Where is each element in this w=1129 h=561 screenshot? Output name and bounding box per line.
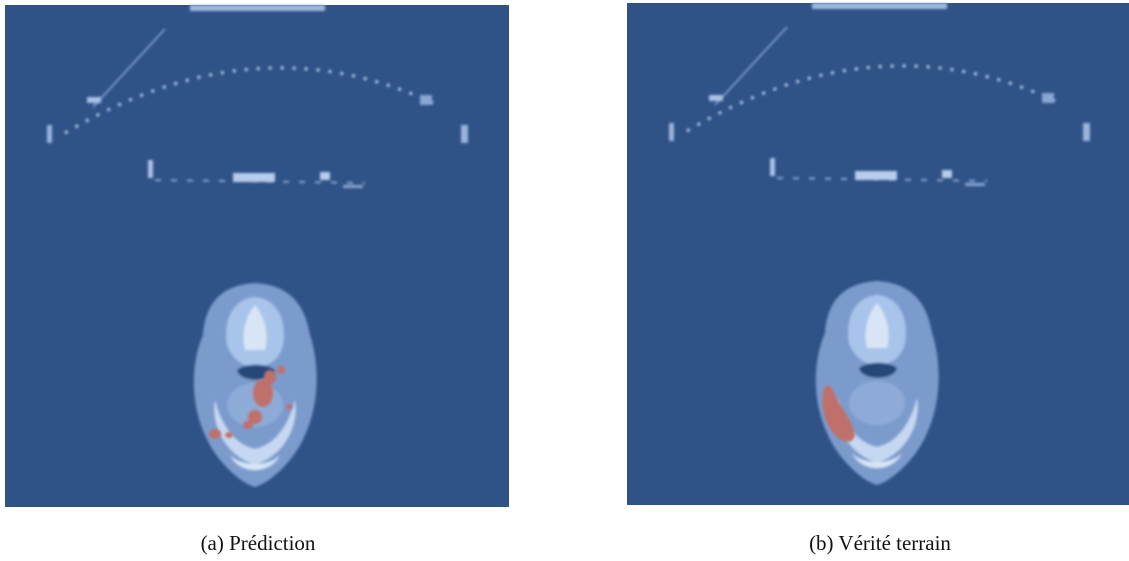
caption: (a) Prédiction bbox=[201, 531, 316, 555]
caption: (b) Vérité terrain bbox=[809, 531, 951, 555]
page: (a) Prédiction (b) Vérité terrain (() =>… bbox=[0, 0, 1129, 561]
figure: (a) Prédiction (b) Vérité terrain bbox=[0, 0, 1129, 561]
panel-prediction bbox=[5, 5, 509, 507]
panel-ground-truth bbox=[627, 3, 1129, 505]
